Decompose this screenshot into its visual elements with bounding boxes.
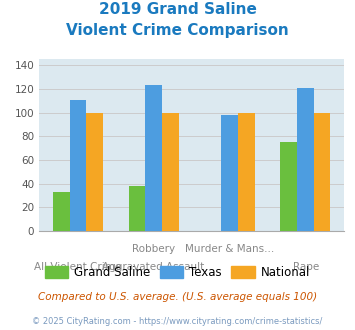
Bar (314, 113, 331, 231)
Bar (129, 186, 146, 231)
Bar (162, 113, 179, 231)
Legend: Grand Saline, Texas, National: Grand Saline, Texas, National (40, 262, 315, 284)
Text: © 2025 CityRating.com - https://www.cityrating.com/crime-statistics/: © 2025 CityRating.com - https://www.city… (32, 317, 323, 326)
Bar (297, 88, 314, 231)
Bar (221, 115, 238, 231)
Text: Violent Crime Comparison: Violent Crime Comparison (66, 23, 289, 38)
Text: All Violent Crime: All Violent Crime (34, 262, 121, 272)
Text: Compared to U.S. average. (U.S. average equals 100): Compared to U.S. average. (U.S. average … (38, 292, 317, 302)
Text: Murder & Mans...: Murder & Mans... (185, 244, 274, 254)
Bar (280, 142, 297, 231)
Bar (86, 113, 103, 231)
Bar (53, 192, 70, 231)
Bar (70, 100, 86, 231)
Bar (238, 113, 255, 231)
Text: 2019 Grand Saline: 2019 Grand Saline (99, 2, 256, 16)
Bar (146, 85, 162, 231)
Text: Robbery: Robbery (132, 244, 175, 254)
Text: Aggravated Assault: Aggravated Assault (102, 262, 205, 272)
Text: Rape: Rape (293, 262, 319, 272)
